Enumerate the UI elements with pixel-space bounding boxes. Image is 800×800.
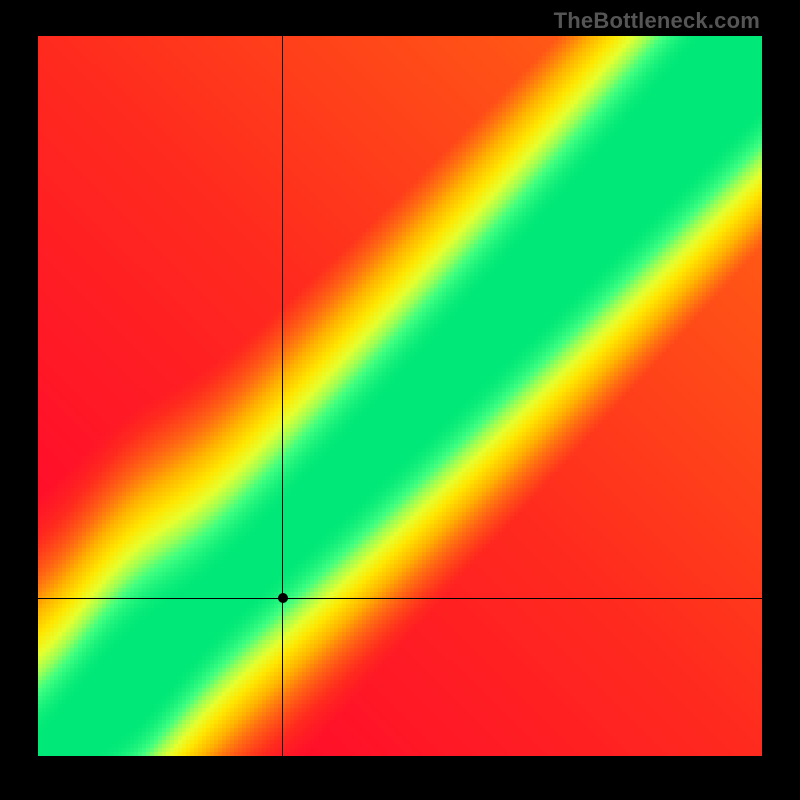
heatmap-canvas: [38, 36, 762, 756]
heatmap-plot: [38, 36, 762, 756]
chart-container: TheBottleneck.com: [0, 0, 800, 800]
watermark-text: TheBottleneck.com: [554, 8, 760, 34]
crosshair-vertical: [282, 36, 283, 756]
crosshair-marker: [278, 593, 288, 603]
crosshair-horizontal: [38, 598, 762, 599]
